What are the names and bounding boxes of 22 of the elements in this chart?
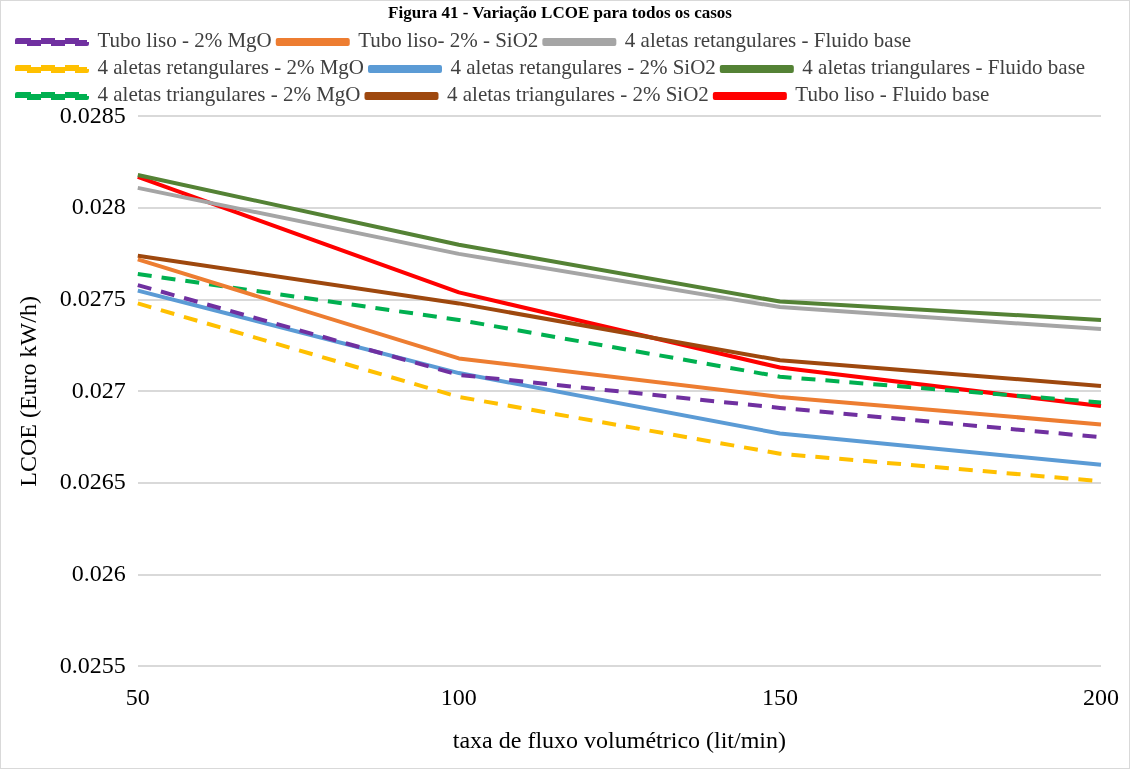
y-tick-label: 0.026 xyxy=(71,560,126,587)
legend-label: Tubo liso - 2% MgO xyxy=(97,28,272,53)
legend-label: 4 aletas retangulares - Fluido base xyxy=(624,28,912,53)
chart-title: Figura 41 - Variação LCOE para todos os casos xyxy=(388,2,733,22)
legend-label: Tubo liso - Fluido base xyxy=(795,82,990,107)
y-tick-label: 0.027 xyxy=(71,376,126,403)
legend-label: 4 aletas retangulares - 2% SiO2 xyxy=(450,55,716,80)
y-axis-title: LCOE (Euro kW/h) xyxy=(14,296,41,487)
x-tick-label: 100 xyxy=(440,684,477,711)
y-tick-label: 0.028 xyxy=(71,193,126,220)
x-tick-label: 150 xyxy=(761,684,798,711)
legend-label: 4 aletas retangulares - 2% MgO xyxy=(97,55,364,80)
y-tick-label: 0.0255 xyxy=(59,651,126,678)
line-series xyxy=(135,272,1103,405)
x-tick-label: 200 xyxy=(1083,684,1119,711)
legend-label: 4 aletas triangulares - 2% SiO2 xyxy=(447,82,709,107)
x-tick-label: 50 xyxy=(125,684,150,711)
y-tick-label: 0.0275 xyxy=(59,285,126,312)
x-axis-title: taxa de fluxo volumétrico (lit/min) xyxy=(452,726,787,753)
legend-label: 4 aletas triangulares - Fluido base xyxy=(802,55,1086,80)
y-tick-label: 0.0265 xyxy=(59,468,126,495)
legend-label: Tubo liso- 2% - SiO2 xyxy=(358,28,539,53)
